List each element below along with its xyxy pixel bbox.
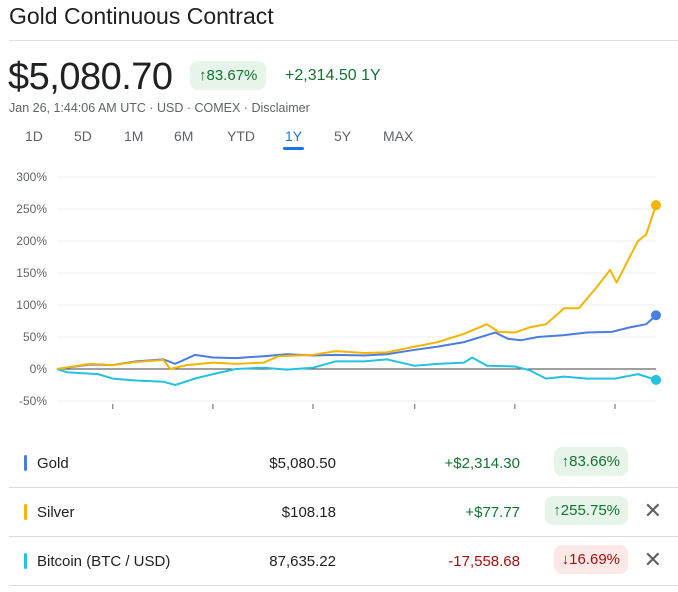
chart: 300%250%200%150%100%50%0%-50%Mar 2025May…: [16, 170, 661, 409]
series-pct-badge: ↑255.75%: [545, 496, 628, 525]
y-tick-label: -50%: [19, 394, 47, 408]
series-color-marker: [24, 553, 27, 569]
series-name: Gold: [37, 455, 69, 472]
page-title: Gold Continuous Contract: [9, 3, 274, 29]
arrow-up-icon: ↑: [199, 67, 207, 84]
divider: [9, 585, 678, 586]
tab-1d[interactable]: 1D: [25, 128, 43, 144]
comparison-row[interactable]: Bitcoin (BTC / USD) 87,635.22 -17,558.68…: [20, 538, 678, 586]
series-color-marker: [24, 504, 27, 520]
series-color-marker: [24, 455, 27, 471]
series-pct-badge: ↑83.66%: [553, 447, 628, 476]
y-tick-label: 200%: [16, 234, 47, 248]
disclaimer-link[interactable]: Disclaimer: [251, 101, 310, 115]
series-price: 87,635.22: [269, 553, 336, 570]
y-tick-label: 100%: [16, 298, 47, 312]
series-change: +$2,314.30: [444, 455, 521, 472]
comparison-row[interactable]: Silver $108.18 +$77.77 ↑255.75% ✕: [20, 489, 678, 537]
arrow-up-icon: ↑: [553, 502, 561, 519]
arrow-down-icon: ↓: [561, 551, 570, 568]
current-price: $5,080.70: [8, 56, 173, 98]
series-line-silver: [56, 204, 657, 370]
y-tick-label: 250%: [16, 202, 47, 216]
divider: [9, 487, 678, 488]
series-pct-badge: ↓16.69%: [553, 545, 628, 574]
series-price: $5,080.50: [269, 455, 336, 472]
series-name: Silver: [37, 504, 75, 521]
series-price: $108.18: [281, 504, 336, 521]
tab-5y[interactable]: 5Y: [334, 128, 352, 144]
tab-6m[interactable]: 6M: [174, 128, 194, 144]
tab-ytd[interactable]: YTD: [227, 128, 255, 144]
series-change: +$77.77: [465, 504, 520, 521]
tab-1y[interactable]: 1Y: [282, 128, 305, 150]
remove-comparison-button[interactable]: ✕: [643, 498, 662, 523]
series-line-bitcoin: [56, 356, 657, 386]
tab-5d[interactable]: 5D: [74, 128, 92, 144]
series-name: Bitcoin (BTC / USD): [37, 553, 171, 570]
y-tick-label: 50%: [23, 330, 47, 344]
series-line-gold: [56, 314, 657, 370]
y-tick-label: 150%: [16, 266, 47, 280]
change-abs: +2,314.50 1Y: [285, 67, 381, 84]
series-end-point: [651, 310, 661, 321]
divider: [9, 536, 678, 537]
series-change: -17,558.68: [448, 553, 520, 570]
y-tick-label: 300%: [16, 170, 47, 184]
tab-max[interactable]: MAX: [383, 128, 414, 144]
remove-comparison-button[interactable]: ✕: [643, 547, 662, 572]
tab-1m[interactable]: 1M: [124, 128, 144, 144]
arrow-up-icon: ↑: [561, 453, 570, 470]
price-meta: Jan 26, 1:44:06 AM UTC · USD · COMEX · D…: [9, 101, 310, 115]
series-end-point: [651, 374, 661, 385]
divider: [9, 40, 678, 41]
series-end-point: [651, 200, 661, 211]
comparison-row[interactable]: Gold $5,080.50 +$2,314.30 ↑83.66%: [20, 440, 678, 488]
y-tick-label: 0%: [30, 362, 48, 376]
change-pct-badge: ↑83.67%: [190, 61, 267, 90]
